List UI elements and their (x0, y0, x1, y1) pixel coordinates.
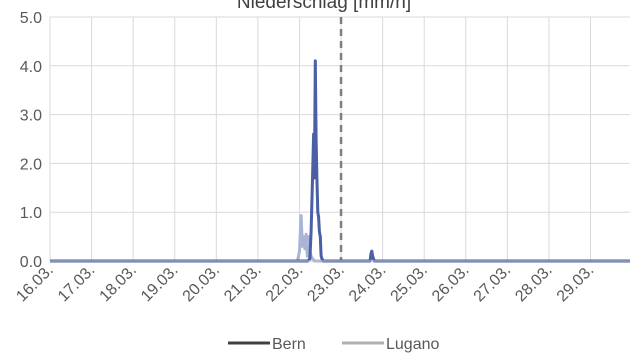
x-tick-label: 29.03. (554, 262, 597, 305)
axes: 0.01.02.03.04.05.016.03.17.03.18.03.19.0… (13, 10, 630, 305)
x-tick-label: 28.03. (512, 262, 555, 305)
legend-label-bern: Bern (272, 336, 306, 353)
legend: Bern Lugano (228, 336, 439, 353)
x-tick-label: 23.03. (304, 262, 347, 305)
x-tick-label: 26.03. (429, 262, 472, 305)
x-tick-label: 20.03. (180, 262, 223, 305)
legend-label-lugano: Lugano (386, 336, 439, 353)
y-tick-label: 0.0 (20, 254, 42, 271)
series-group (50, 59, 630, 263)
y-tick-label: 1.0 (20, 205, 42, 222)
x-tick-label: 27.03. (471, 262, 514, 305)
y-tick-label: 3.0 (20, 108, 42, 125)
series-line-bern (50, 59, 630, 263)
chart-title: Niederschlag [mm/h] (237, 0, 411, 13)
x-tick-label: 17.03. (55, 262, 98, 305)
y-tick-label: 5.0 (20, 10, 42, 27)
x-tick-label: 25.03. (388, 262, 431, 305)
x-tick-label: 21.03. (221, 262, 264, 305)
x-tick-label: 22.03. (263, 262, 306, 305)
x-tick-label: 24.03. (346, 262, 389, 305)
y-tick-label: 2.0 (20, 156, 42, 173)
y-tick-label: 4.0 (20, 59, 42, 76)
x-tick-label: 19.03. (138, 262, 181, 305)
x-tick-label: 18.03. (97, 262, 140, 305)
